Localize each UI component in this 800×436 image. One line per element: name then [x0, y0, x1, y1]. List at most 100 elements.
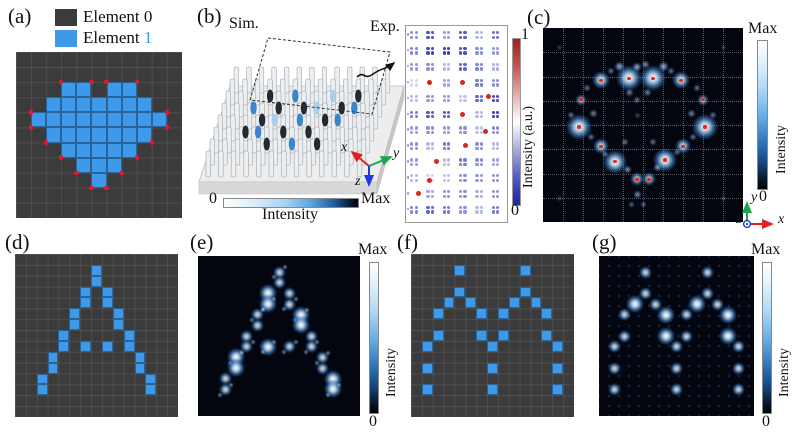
panel-d-label: (d)	[5, 230, 30, 254]
exp-colorbar-min: 0	[511, 202, 519, 219]
exp-colorbar-title: Intensity (a.u.)	[521, 105, 536, 188]
panel-a-label: (a)	[8, 4, 32, 28]
glow-spot	[709, 111, 717, 120]
glow-spot	[618, 329, 632, 343]
exp-cluster-dot	[430, 142, 435, 146]
exp-cluster-dot	[430, 190, 435, 194]
exp-red-dot	[459, 79, 466, 85]
c-colorbar-title: Intensity	[774, 125, 789, 174]
nanopillar	[256, 150, 262, 178]
glow-spot	[555, 195, 563, 203]
peak-marker-dot	[635, 177, 639, 181]
sim-colorbar-min: 0	[209, 190, 217, 207]
glow-spot	[701, 265, 714, 279]
grid-cell-element1	[46, 127, 62, 143]
exp-dot-pattern-plot	[405, 25, 508, 223]
grid-cell-element1	[76, 97, 92, 113]
peak-marker-dot	[663, 158, 667, 162]
intensity-blob	[292, 89, 299, 103]
grid-cell-element1	[497, 308, 509, 320]
nanopillar	[319, 150, 325, 178]
exp-cluster-dot	[447, 78, 451, 83]
exp-cluster-dot	[442, 110, 446, 114]
exp-cluster-dot	[410, 210, 414, 214]
e-colorbar-title: Intensity	[384, 348, 399, 397]
exp-colorbar	[512, 38, 521, 206]
exp-red-dot	[427, 178, 433, 184]
exp-cluster-dot	[479, 94, 484, 98]
dotted-gridline	[543, 100, 743, 102]
glow-spot	[640, 60, 650, 70]
grid-cell-element1	[76, 127, 92, 143]
sim-colorbar-title: Intensity	[262, 206, 318, 223]
nanopillar	[205, 150, 211, 178]
grid-cell-element1	[91, 127, 107, 143]
exp-cluster-dot	[447, 46, 451, 51]
metasurface-3d-illustration	[198, 37, 405, 195]
exp-red-dot	[433, 159, 439, 165]
glow-spot	[271, 296, 278, 303]
exp-cluster-dot	[458, 62, 463, 67]
intensity-blob	[313, 101, 320, 115]
exp-cluster-dot	[479, 83, 484, 87]
exp-cluster-dot	[458, 67, 463, 71]
glow-spot	[633, 111, 641, 119]
glow-spot	[272, 265, 286, 279]
panel-c-label: (c)	[527, 5, 551, 29]
exp-cluster-dot	[426, 142, 430, 146]
grid-cell-element1	[421, 362, 433, 374]
exp-cluster-dot	[414, 205, 418, 210]
glow-spot	[686, 108, 696, 118]
exp-cluster-dot	[442, 35, 446, 39]
glow-spot	[218, 372, 232, 386]
glow-spot	[639, 265, 652, 279]
dotted-gridline	[643, 28, 644, 222]
exp-cluster-dot	[496, 110, 500, 114]
grid-cell-element1	[121, 142, 137, 158]
exp-cluster-dot	[447, 115, 451, 119]
exp-cluster-dot	[491, 31, 495, 35]
grid-cell-element1	[91, 142, 107, 158]
c-colorbar	[757, 40, 768, 190]
grid-cell-element1	[101, 340, 113, 352]
exp-cluster-dot	[496, 190, 500, 194]
glow-spot	[283, 297, 297, 311]
edge-tick	[406, 176, 409, 179]
exp-cluster-dot	[414, 126, 418, 130]
grid-cell-element1	[552, 384, 564, 396]
exp-cluster-dot	[491, 126, 495, 130]
glow-spot	[259, 306, 266, 313]
exp-cluster-dot	[442, 46, 446, 51]
glow-spot	[313, 359, 320, 366]
exp-cluster-dot	[442, 62, 446, 67]
sim-y-axis-label: y	[393, 146, 400, 161]
exp-cluster-dot	[426, 210, 430, 214]
exp-cluster-dot	[458, 99, 463, 103]
exp-cluster-dot	[458, 130, 463, 135]
exp-cluster-dot	[479, 174, 484, 178]
grid-cell-element1	[36, 384, 48, 396]
exp-cluster-dot	[463, 126, 467, 130]
exp-cluster-dot	[496, 174, 500, 178]
exp-cluster-dot	[447, 205, 451, 210]
exp-cluster-dot	[496, 67, 500, 71]
glow-spot	[670, 361, 683, 375]
element0-swatch	[55, 8, 77, 26]
glow-spot	[632, 61, 642, 72]
exp-cluster-dot	[491, 158, 495, 162]
exp-red-dot	[427, 79, 433, 85]
grid-cell-element1	[508, 297, 520, 309]
exp-red-dot	[482, 128, 488, 135]
exp-cluster-dot	[414, 99, 418, 103]
edge-tick	[406, 192, 409, 195]
grid-cell-element1	[61, 82, 77, 98]
glow-spot	[632, 190, 642, 200]
exp-cluster-dot	[458, 94, 463, 98]
exp-cluster-dot	[496, 130, 500, 135]
exp-cluster-dot	[479, 190, 484, 194]
exp-cluster-dot	[447, 31, 451, 35]
corner-marker-dot	[28, 110, 34, 115]
grid-cell-element1	[454, 286, 466, 298]
exp-cluster-dot	[491, 146, 495, 151]
exp-cluster-dot	[414, 67, 418, 71]
